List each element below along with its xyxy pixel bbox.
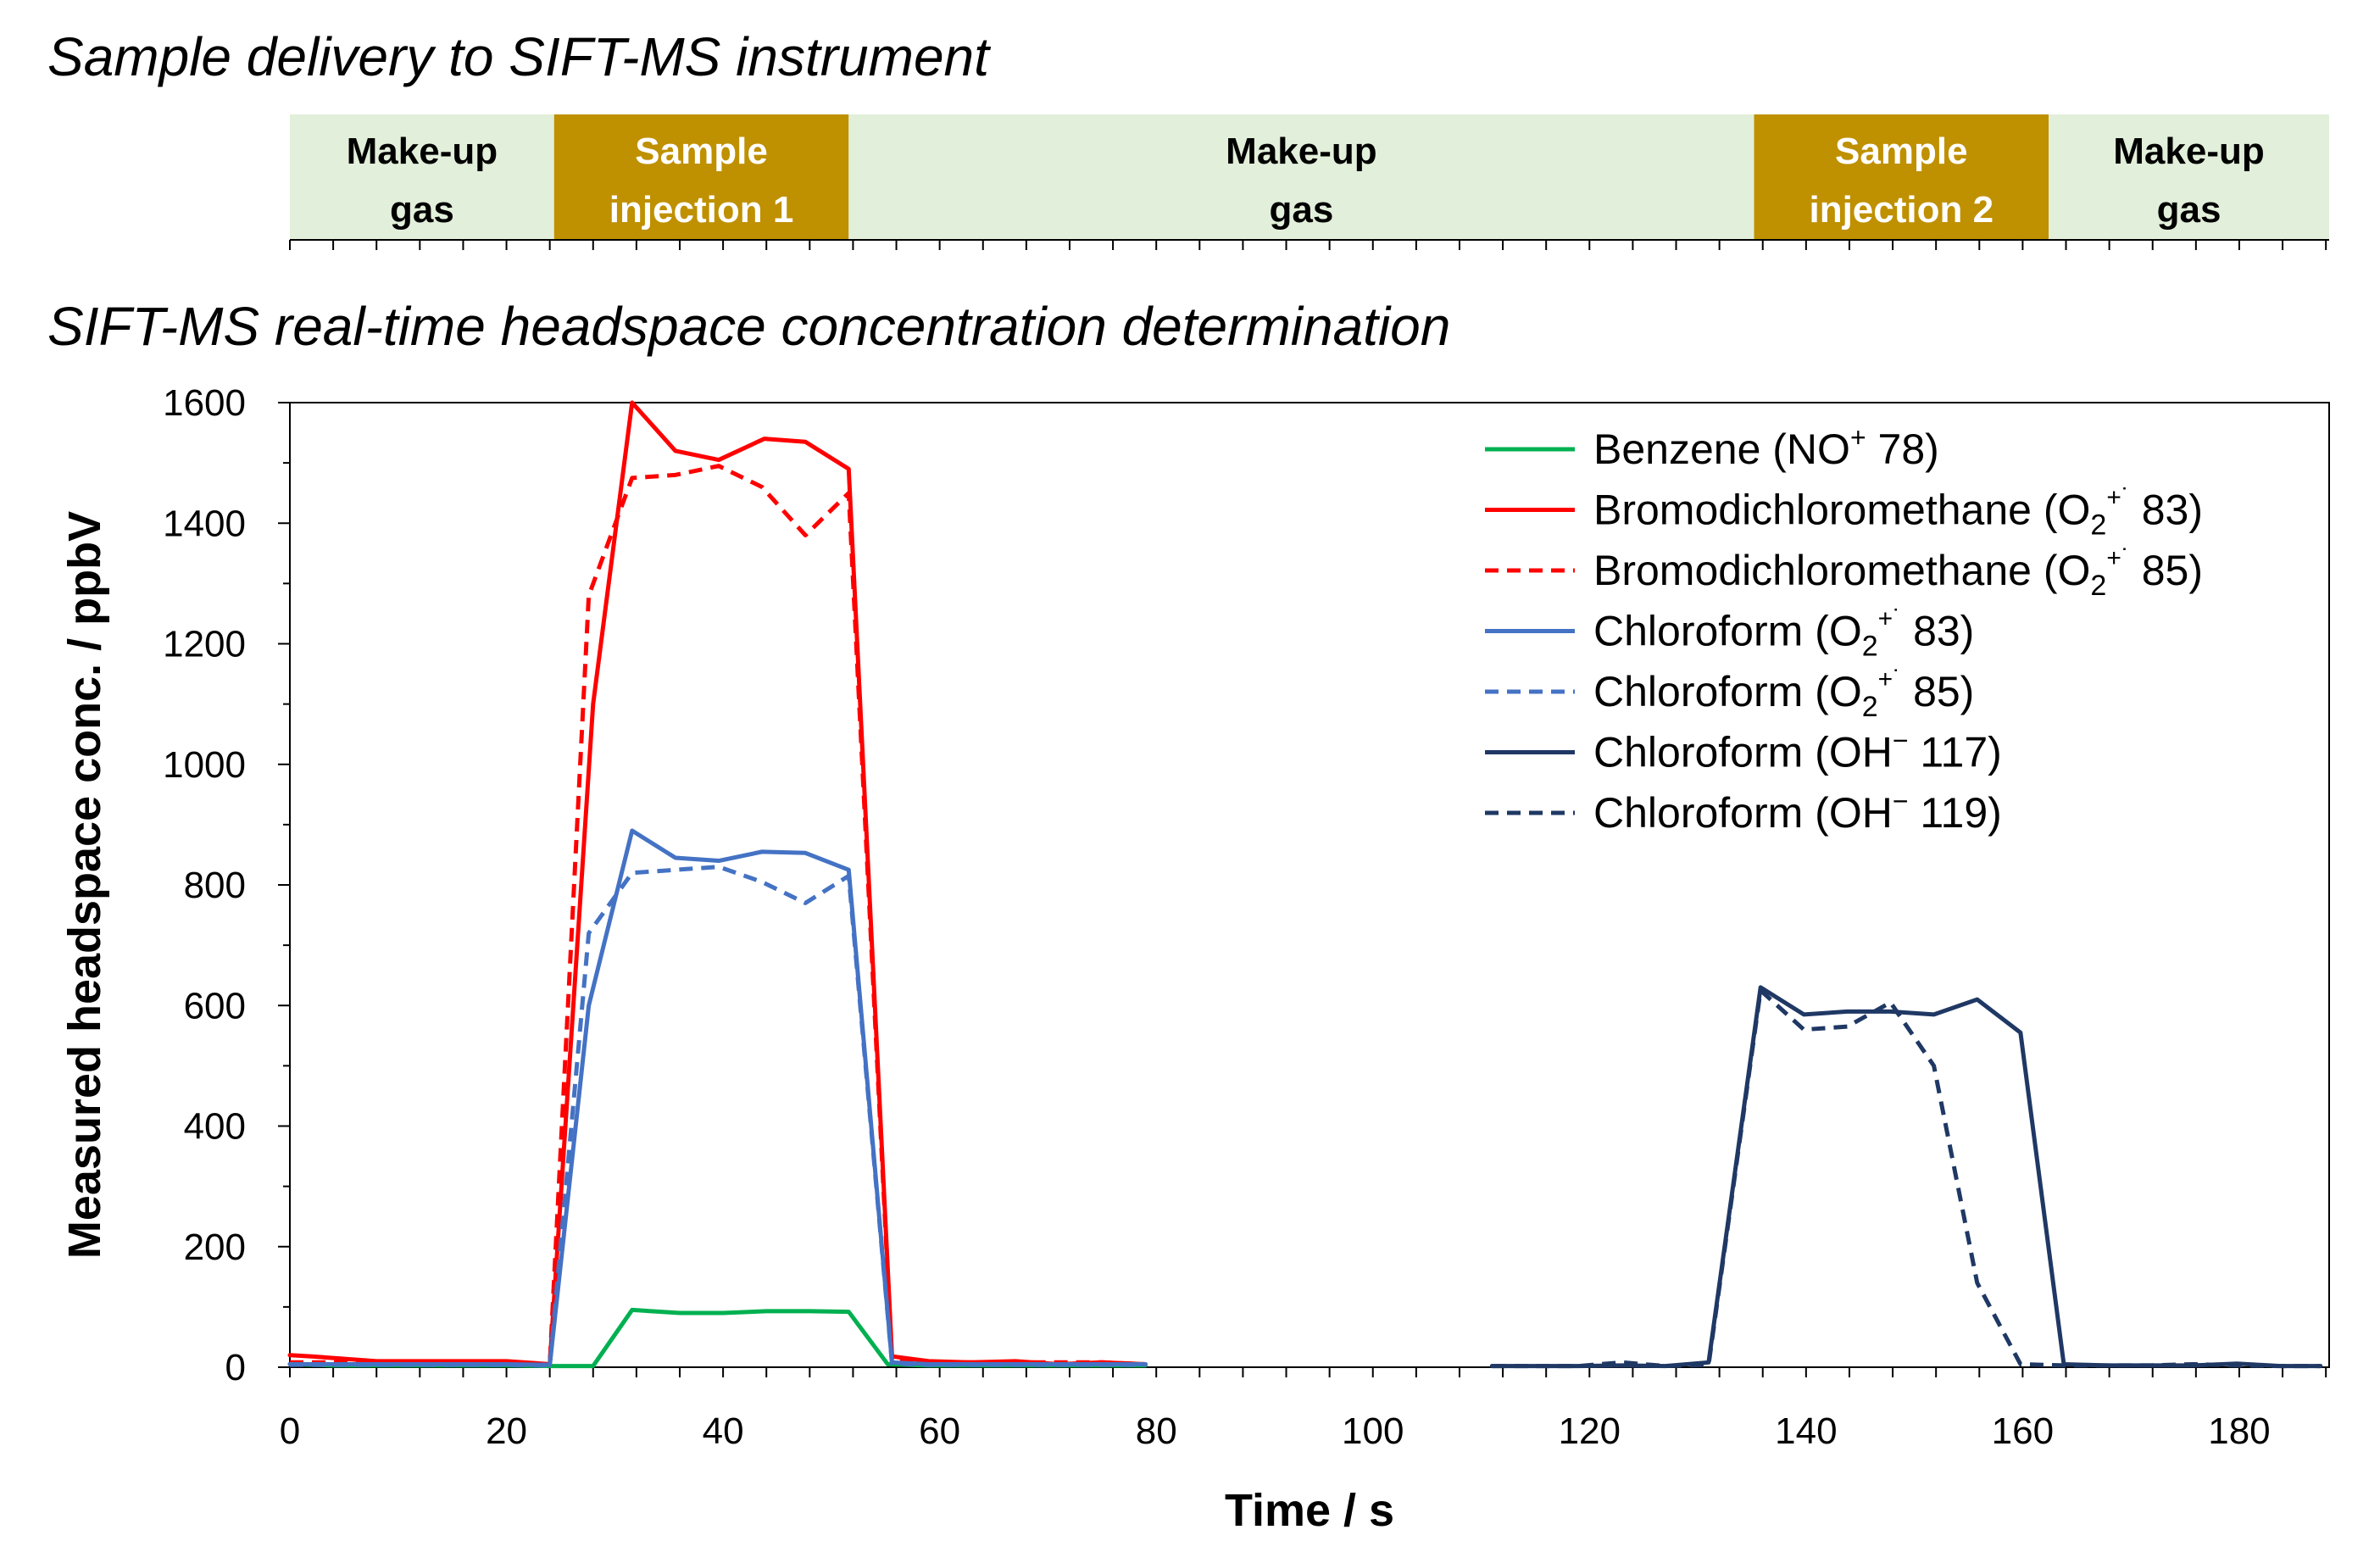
legend-label-5: Chloroform (O2+˙ 85) [1593, 665, 1974, 723]
y-tick-label: 1600 [163, 382, 246, 424]
timeline-label-line2: gas [1270, 189, 1334, 231]
y-tick-label: 800 [184, 865, 246, 906]
timeline-label-line1: Make-up [1226, 131, 1376, 172]
timeline-segment-4 [1754, 114, 2049, 240]
series-line-3 [290, 464, 1146, 1366]
legend-label-6: Chloroform (OH− 117) [1593, 726, 2002, 776]
timeline-label-line1: Sample [1835, 131, 1968, 172]
timeline-segment-2 [553, 114, 849, 240]
x-tick-label: 20 [486, 1410, 527, 1452]
timeline-label-line2: injection 2 [1809, 189, 1994, 231]
x-tick-label: 140 [1775, 1410, 1837, 1452]
y-tick-label: 1200 [163, 624, 246, 665]
timeline-label-line1: Make-up [2113, 131, 2264, 172]
legend-label-3: Bromodichloromethane (O2+˙ 85) [1593, 544, 2203, 602]
series-line-1 [287, 1307, 1148, 1369]
timeline-label-line2: gas [390, 189, 454, 231]
sample-delivery-title: Sample delivery to SIFT-MS instrument [47, 26, 989, 87]
x-axis-title: Time / s [1225, 1485, 1394, 1536]
chart-title: SIFT-MS real-time headspace concentratio… [47, 296, 1451, 357]
timeline-segment-5 [2049, 114, 2329, 240]
legend-label-1: Benzene (NO+ 78) [1593, 422, 1939, 473]
x-tick-label: 80 [1136, 1410, 1177, 1452]
timeline-label-line1: Make-up [347, 131, 498, 172]
x-tick-label: 60 [919, 1410, 960, 1452]
y-tick-label: 1400 [163, 503, 246, 544]
x-tick-label: 180 [2208, 1410, 2270, 1452]
timeline: Make-up gas Sample injection 1 Make-up gas Sam… [289, 114, 2329, 250]
legend-label-2: Bromodichloromethane (O2+˙ 83) [1593, 484, 2203, 542]
y-tick-label: 1000 [163, 744, 246, 786]
x-tick-label: 0 [280, 1410, 300, 1452]
timeline-segment-3 [848, 114, 1754, 240]
y-tick-label: 600 [184, 985, 246, 1026]
x-tick-label: 120 [1559, 1410, 1621, 1452]
y-tick-label: 400 [184, 1106, 246, 1148]
timeline-label-line2: injection 1 [609, 189, 794, 231]
axes: 0 200 400 600 800 1000 1200 1400 1600 0 20 40 60 80 10… [59, 382, 2327, 1536]
y-tick-label: 0 [225, 1347, 246, 1388]
timeline-segment-1 [290, 114, 554, 240]
series-line-7 [1492, 987, 2321, 1369]
legend-label-7: Chloroform (OH− 119) [1593, 786, 2002, 837]
series-group [287, 400, 2323, 1369]
series-line-4 [287, 828, 1148, 1367]
series-line-6 [1489, 985, 2323, 1369]
legend: Benzene (NO+ 78) Bromodichloromethane (O2… [1485, 422, 2203, 837]
series-line-2 [287, 400, 1148, 1366]
x-tick-label: 40 [703, 1410, 744, 1452]
series-line-5 [290, 865, 1146, 1368]
x-tick-label: 100 [1342, 1410, 1404, 1452]
legend-label-4: Chloroform (O2+˙ 83) [1593, 605, 1974, 663]
x-tick-label: 160 [1992, 1410, 2054, 1452]
timeline-label-line2: gas [2157, 189, 2222, 231]
y-axis-title: Measured headspace conc. / ppbV [59, 511, 110, 1259]
y-tick-label: 200 [184, 1227, 246, 1268]
timeline-label-line1: Sample [635, 131, 768, 172]
